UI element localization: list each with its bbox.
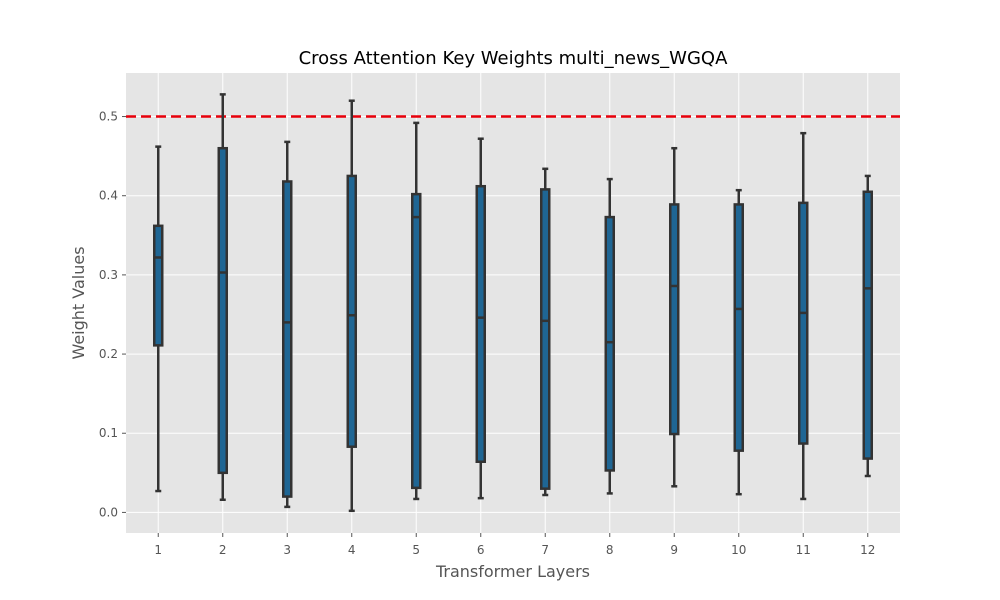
y-tick-label: 0.2 bbox=[99, 347, 118, 361]
box-10 bbox=[733, 188, 744, 496]
x-tick-label: 7 bbox=[541, 543, 549, 557]
box-3 bbox=[282, 140, 293, 509]
x-tick-label: 12 bbox=[860, 543, 875, 557]
y-tick-label: 0.0 bbox=[99, 505, 118, 519]
y-axis-ticks: 0.0 0.1 0.2 0.3 0.4 0.5 bbox=[99, 110, 126, 519]
x-axis-label: Transformer Layers bbox=[435, 562, 590, 581]
box-11 bbox=[798, 131, 809, 501]
x-tick-label: 10 bbox=[731, 543, 746, 557]
box-body bbox=[798, 201, 809, 445]
plot-area bbox=[126, 73, 900, 533]
box-7 bbox=[540, 167, 551, 497]
box-12 bbox=[862, 174, 873, 478]
y-tick-label: 0.1 bbox=[99, 426, 118, 440]
y-tick-label: 0.5 bbox=[99, 110, 118, 124]
x-tick-label: 8 bbox=[606, 543, 614, 557]
chart-title: Cross Attention Key Weights multi_news_W… bbox=[299, 48, 729, 69]
boxes-group bbox=[153, 93, 873, 513]
box-body bbox=[540, 188, 551, 490]
box-1 bbox=[153, 145, 164, 493]
x-tick-label: 4 bbox=[348, 543, 356, 557]
box-body bbox=[217, 146, 228, 475]
box-body bbox=[282, 180, 293, 498]
y-tick-label: 0.3 bbox=[99, 268, 118, 282]
box-body bbox=[733, 203, 744, 452]
x-tick-label: 2 bbox=[219, 543, 227, 557]
box-9 bbox=[669, 146, 680, 488]
box-body bbox=[411, 192, 422, 490]
box-body bbox=[862, 190, 873, 460]
y-tick-label: 0.4 bbox=[99, 189, 118, 203]
box-2 bbox=[217, 93, 228, 501]
box-6 bbox=[475, 137, 486, 500]
box-4 bbox=[346, 99, 357, 513]
x-tick-label: 9 bbox=[670, 543, 678, 557]
x-tick-label: 5 bbox=[412, 543, 420, 557]
y-axis-label: Weight Values bbox=[69, 246, 88, 359]
x-tick-label: 6 bbox=[477, 543, 485, 557]
box-body bbox=[346, 174, 357, 448]
box-body bbox=[475, 184, 486, 463]
box-body bbox=[669, 203, 680, 436]
box-8 bbox=[604, 177, 615, 495]
x-tick-label: 1 bbox=[154, 543, 162, 557]
x-tick-label: 11 bbox=[796, 543, 811, 557]
box-5 bbox=[411, 121, 422, 501]
box-body bbox=[153, 224, 164, 347]
x-axis-ticks: 1 2 3 4 5 6 7 8 9 10 11 12 bbox=[154, 533, 875, 557]
box-body bbox=[604, 215, 615, 472]
x-tick-label: 3 bbox=[283, 543, 291, 557]
